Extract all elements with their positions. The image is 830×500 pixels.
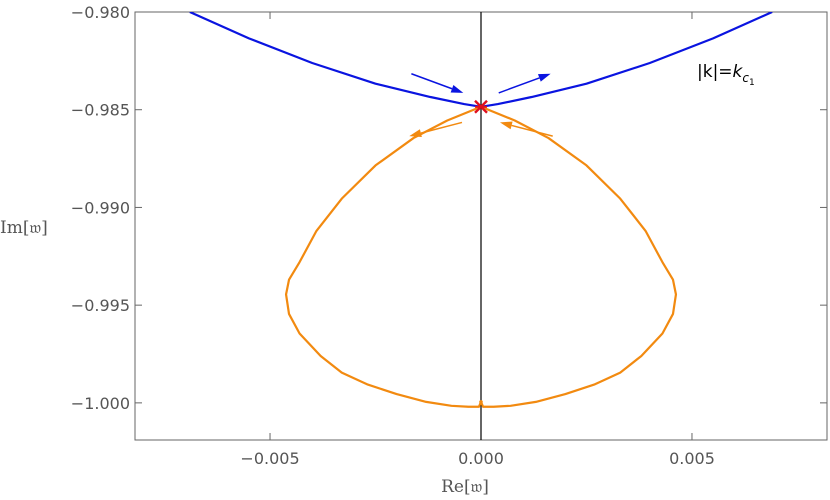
blue-arrow-shaft <box>498 77 540 94</box>
y-tick-label: −0.990 <box>71 198 130 217</box>
annotation-var: k <box>733 62 744 82</box>
y-tick-label: −1.000 <box>71 394 130 413</box>
blue-arrow-shaft <box>411 73 453 90</box>
y-tick-label: −0.995 <box>71 296 130 315</box>
orange-arrow-head <box>409 129 422 137</box>
labels: −0.005 0.000 0.005 −0.980 −0.985 −0.990 −0.995… <box>71 3 715 468</box>
x-tick-label: 0.000 <box>458 449 504 468</box>
y-tick-label: −0.980 <box>71 3 130 22</box>
orange-arrow-head <box>499 121 513 130</box>
orange-arrow-shaft <box>420 121 463 134</box>
arrows <box>409 73 553 137</box>
annotation-sub: c <box>742 71 749 85</box>
x-tick-label: −0.005 <box>240 449 299 468</box>
annotation-subsub: 1 <box>749 78 755 88</box>
blue-arrow-head <box>537 73 551 82</box>
x-axis-label: Re[𝔴] <box>441 477 489 497</box>
bottom-cusp <box>479 400 483 404</box>
x-tick-label: 0.005 <box>669 449 715 468</box>
k-annotation: |k|=kc1 <box>697 62 755 88</box>
y-tick-label: −0.985 <box>71 101 130 120</box>
plot-area <box>189 12 773 440</box>
blue-arrow-head <box>450 85 464 93</box>
y-axis-label: Im[𝔴] <box>0 218 48 238</box>
annotation-prefix: |k|= <box>697 62 733 82</box>
orange-arrow-shaft <box>511 124 553 137</box>
crossing-marker <box>474 99 488 114</box>
